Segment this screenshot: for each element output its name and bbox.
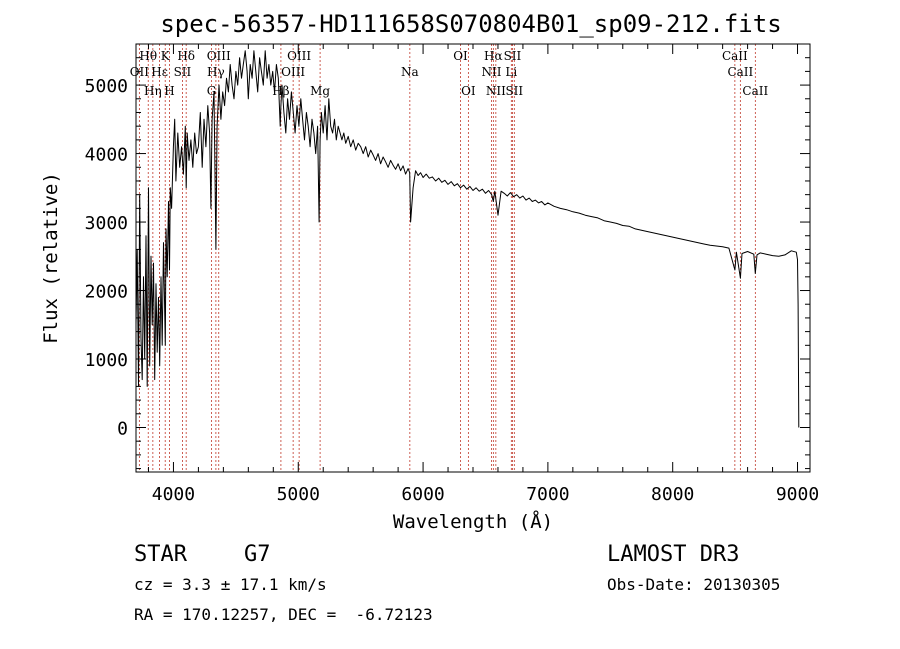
spectral-line-label: OII — [130, 65, 150, 79]
spectral-line-label: NII — [486, 84, 506, 98]
redshift-cz: cz = 3.3 ± 17.1 km/s — [134, 575, 327, 594]
spectral-line-labels: HθOIIHηHεKHSIIHδGHγOIIIHβOIIIOIIIMgNaOIO… — [130, 49, 769, 98]
spectral-line-label: OI — [461, 84, 476, 98]
spectral-line-label: OIII — [287, 49, 311, 63]
spectral-line-label: SII — [504, 49, 522, 63]
y-tick-label: 0 — [117, 418, 128, 439]
spectral-line-label: Na — [401, 65, 419, 79]
spectrum-line — [135, 50, 800, 428]
survey-name: LAMOST DR3 — [607, 542, 739, 567]
spectral-line-label: Hγ — [207, 65, 225, 79]
spectral-line-label: G — [207, 84, 217, 98]
spectral-line-label: Hδ — [177, 49, 195, 63]
spectral-line-label: OIII — [207, 49, 231, 63]
spectral-line-label: K — [161, 49, 171, 63]
x-tick-label: 6000 — [401, 484, 444, 505]
x-tick-label: 9000 — [776, 484, 819, 505]
x-axis-label: Wavelength (Å) — [393, 510, 553, 533]
chart-title: spec-56357-HD111658S070804B01_sp09-212.f… — [160, 10, 781, 38]
spectral-line-label: H — [164, 84, 174, 98]
y-tick-label: 3000 — [85, 213, 128, 234]
x-tick-label: 7000 — [526, 484, 569, 505]
y-tick-label: 2000 — [85, 282, 128, 303]
axis-ticks: 4000 5000 6000 7000 8000 9000 0 1000 2000 3000 400… — [85, 44, 819, 505]
x-tick-label: 5000 — [277, 484, 320, 505]
y-tick-label: 1000 — [85, 350, 128, 371]
spectral-line-label: NII — [481, 65, 501, 79]
y-tick-label: 5000 — [85, 76, 128, 97]
spectral-line-label: CaII — [722, 49, 748, 63]
coordinates: RA = 170.12257, DEC = -6.72123 — [134, 605, 433, 624]
object-class: STAR — [134, 542, 188, 567]
spectral-line-label: SII — [174, 65, 192, 79]
spectral-line-label: OI — [453, 49, 468, 63]
spectral-line-label: Hη — [144, 84, 162, 98]
spectral-line-label: Hα — [484, 49, 503, 63]
obs-date: Obs-Date: 20130305 — [607, 575, 780, 594]
x-tick-label: 4000 — [152, 484, 195, 505]
spectral-line-label: Hβ — [272, 84, 289, 98]
spectral-line-label: SII — [505, 84, 523, 98]
spectral-line-label: Mg — [310, 84, 330, 98]
spectral-line-label: CaII — [742, 84, 768, 98]
spectral-line-label: Li — [505, 65, 517, 79]
spectral-line-label: Hε — [151, 65, 168, 79]
spectral-line-label: OIII — [281, 65, 305, 79]
x-tick-label: 8000 — [651, 484, 694, 505]
spectral-subclass: G7 — [244, 542, 271, 567]
spectral-line-label: CaII — [727, 65, 753, 79]
spectral-line-label: Hθ — [139, 49, 157, 63]
plot-frame — [135, 43, 811, 473]
y-axis-label: Flux (relative) — [40, 172, 62, 344]
y-tick-label: 4000 — [85, 145, 128, 166]
spectral-line-markers — [138, 44, 756, 472]
